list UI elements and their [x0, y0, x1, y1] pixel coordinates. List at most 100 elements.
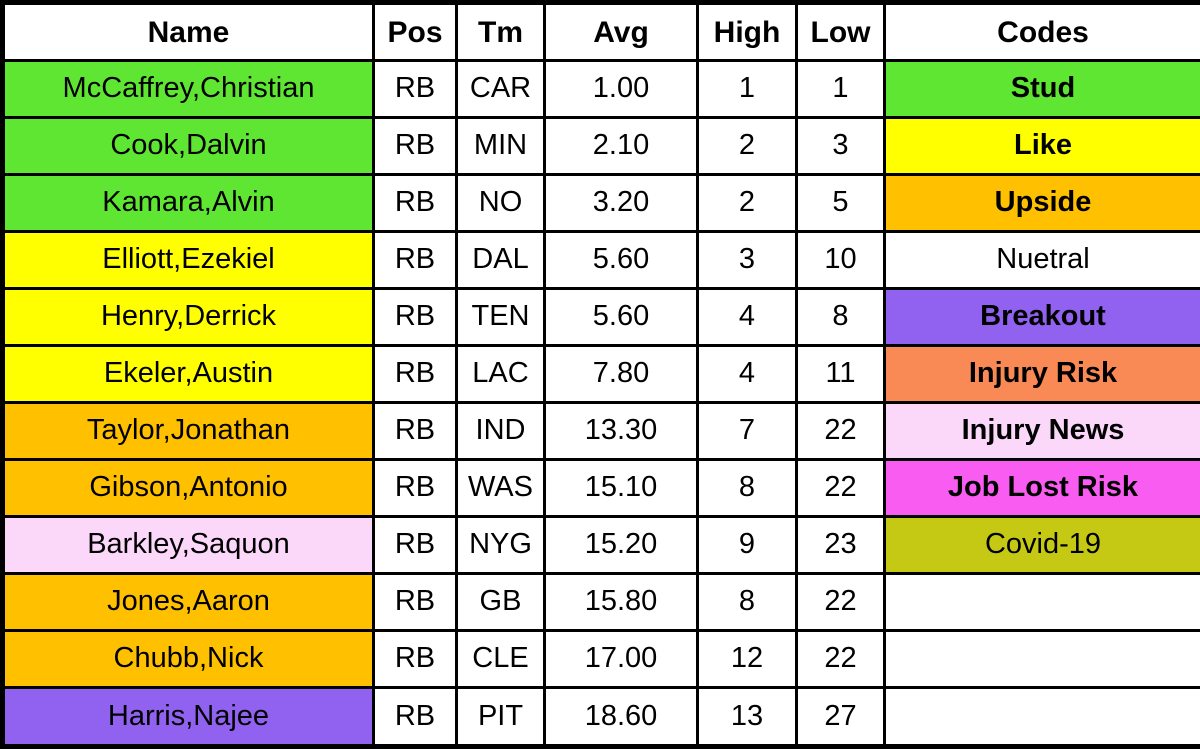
high-cell[interactable]: 4 [696, 344, 798, 405]
pos-cell[interactable]: RB [372, 458, 458, 519]
high-cell[interactable]: 2 [696, 173, 798, 234]
low-cell[interactable]: 5 [795, 173, 886, 234]
low-cell[interactable]: 1 [795, 58, 886, 120]
avg-cell[interactable]: 15.80 [543, 572, 699, 633]
avg-cell[interactable]: 5.60 [543, 287, 699, 348]
tm-cell[interactable]: CLE [455, 629, 546, 690]
high-cell[interactable]: 13 [696, 686, 798, 748]
code-cell[interactable]: Covid-19 [883, 515, 1200, 576]
tm-cell[interactable]: PIT [455, 686, 546, 748]
table-row: McCaffrey,Christian RB CAR 1.00 1 1 Stud [1, 58, 1200, 120]
pos-cell[interactable]: RB [372, 344, 458, 405]
table-row: Chubb,Nick RB CLE 17.00 12 22 [1, 629, 1200, 690]
high-cell[interactable]: 9 [696, 515, 798, 576]
high-cell[interactable]: 2 [696, 116, 798, 177]
pos-cell[interactable]: RB [372, 116, 458, 177]
name-cell[interactable]: Cook,Dalvin [1, 116, 375, 177]
avg-cell[interactable]: 18.60 [543, 686, 699, 748]
high-cell[interactable]: 12 [696, 629, 798, 690]
pos-cell[interactable]: RB [372, 572, 458, 633]
low-cell[interactable]: 27 [795, 686, 886, 748]
pos-cell[interactable]: RB [372, 686, 458, 748]
avg-cell[interactable]: 7.80 [543, 344, 699, 405]
tm-cell[interactable]: WAS [455, 458, 546, 519]
pos-cell[interactable]: RB [372, 515, 458, 576]
low-cell[interactable]: 8 [795, 287, 886, 348]
high-cell[interactable]: 4 [696, 287, 798, 348]
name-cell[interactable]: Taylor,Jonathan [1, 401, 375, 462]
column-header-tm[interactable]: Tm [455, 1, 546, 62]
code-cell[interactable] [883, 629, 1200, 690]
code-cell[interactable]: Injury Risk [883, 344, 1200, 405]
table-row: Taylor,Jonathan RB IND 13.30 7 22 Injury News [1, 401, 1200, 462]
name-cell[interactable]: Ekeler,Austin [1, 344, 375, 405]
code-cell[interactable] [883, 686, 1200, 748]
column-header-low[interactable]: Low [795, 1, 886, 62]
avg-cell[interactable]: 15.20 [543, 515, 699, 576]
table-row: Barkley,Saquon RB NYG 15.20 9 23 Covid-19 [1, 515, 1200, 576]
name-cell[interactable]: Jones,Aaron [1, 572, 375, 633]
tm-cell[interactable]: LAC [455, 344, 546, 405]
high-cell[interactable]: 7 [696, 401, 798, 462]
code-cell[interactable] [883, 572, 1200, 633]
low-cell[interactable]: 10 [795, 230, 886, 291]
code-cell[interactable]: Injury News [883, 401, 1200, 462]
avg-cell[interactable]: 1.00 [543, 58, 699, 120]
low-cell[interactable]: 22 [795, 629, 886, 690]
tm-cell[interactable]: IND [455, 401, 546, 462]
table-row: Kamara,Alvin RB NO 3.20 2 5 Upside [1, 173, 1200, 234]
tm-cell[interactable]: NYG [455, 515, 546, 576]
avg-cell[interactable]: 13.30 [543, 401, 699, 462]
name-cell[interactable]: Harris,Najee [1, 686, 375, 748]
code-cell[interactable]: Upside [883, 173, 1200, 234]
pos-cell[interactable]: RB [372, 629, 458, 690]
name-cell[interactable]: Chubb,Nick [1, 629, 375, 690]
avg-cell[interactable]: 3.20 [543, 173, 699, 234]
name-cell[interactable]: McCaffrey,Christian [1, 58, 375, 120]
code-cell[interactable]: Job Lost Risk [883, 458, 1200, 519]
pos-cell[interactable]: RB [372, 58, 458, 120]
avg-cell[interactable]: 15.10 [543, 458, 699, 519]
code-cell[interactable]: Stud [883, 58, 1200, 120]
high-cell[interactable]: 8 [696, 458, 798, 519]
table-row: Ekeler,Austin RB LAC 7.80 4 11 Injury Risk [1, 344, 1200, 405]
tm-cell[interactable]: GB [455, 572, 546, 633]
low-cell[interactable]: 23 [795, 515, 886, 576]
high-cell[interactable]: 3 [696, 230, 798, 291]
column-header-avg[interactable]: Avg [543, 1, 699, 62]
name-cell[interactable]: Barkley,Saquon [1, 515, 375, 576]
low-cell[interactable]: 22 [795, 401, 886, 462]
low-cell[interactable]: 22 [795, 458, 886, 519]
column-header-high[interactable]: High [696, 1, 798, 62]
header-row: Name Pos Tm Avg High Low Codes [1, 1, 1200, 62]
pos-cell[interactable]: RB [372, 173, 458, 234]
pos-cell[interactable]: RB [372, 287, 458, 348]
column-header-name[interactable]: Name [1, 1, 375, 62]
code-cell[interactable]: Nuetral [883, 230, 1200, 291]
name-cell[interactable]: Henry,Derrick [1, 287, 375, 348]
high-cell[interactable]: 8 [696, 572, 798, 633]
tm-cell[interactable]: NO [455, 173, 546, 234]
low-cell[interactable]: 3 [795, 116, 886, 177]
table-row: Gibson,Antonio RB WAS 15.10 8 22 Job Lost Risk [1, 458, 1200, 519]
code-cell[interactable]: Breakout [883, 287, 1200, 348]
name-cell[interactable]: Elliott,Ezekiel [1, 230, 375, 291]
avg-cell[interactable]: 17.00 [543, 629, 699, 690]
tm-cell[interactable]: TEN [455, 287, 546, 348]
pos-cell[interactable]: RB [372, 401, 458, 462]
column-header-pos[interactable]: Pos [372, 1, 458, 62]
pos-cell[interactable]: RB [372, 230, 458, 291]
tm-cell[interactable]: CAR [455, 58, 546, 120]
tm-cell[interactable]: DAL [455, 230, 546, 291]
tm-cell[interactable]: MIN [455, 116, 546, 177]
avg-cell[interactable]: 5.60 [543, 230, 699, 291]
avg-cell[interactable]: 2.10 [543, 116, 699, 177]
high-cell[interactable]: 1 [696, 58, 798, 120]
code-cell[interactable]: Like [883, 116, 1200, 177]
name-cell[interactable]: Kamara,Alvin [1, 173, 375, 234]
name-cell[interactable]: Gibson,Antonio [1, 458, 375, 519]
low-cell[interactable]: 22 [795, 572, 886, 633]
low-cell[interactable]: 11 [795, 344, 886, 405]
column-header-codes[interactable]: Codes [883, 1, 1200, 62]
